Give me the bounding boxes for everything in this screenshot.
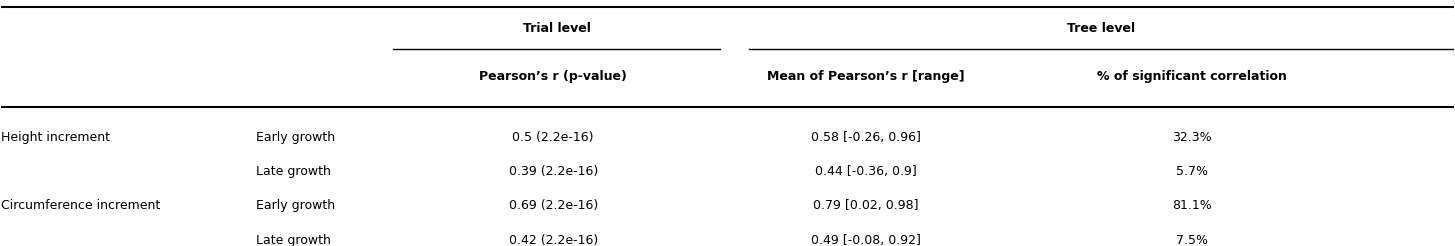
Text: Late growth: Late growth [256, 165, 330, 178]
Text: Early growth: Early growth [256, 131, 335, 144]
Text: Circumference increment: Circumference increment [1, 200, 160, 212]
Text: 81.1%: 81.1% [1173, 200, 1212, 212]
Text: 0.49 [-0.08, 0.92]: 0.49 [-0.08, 0.92] [810, 233, 921, 246]
Text: 0.42 (2.2e-16): 0.42 (2.2e-16) [509, 233, 598, 246]
Text: 0.39 (2.2e-16): 0.39 (2.2e-16) [509, 165, 598, 178]
Text: Pearson’s r (p-value): Pearson’s r (p-value) [479, 70, 627, 83]
Text: 0.79 [0.02, 0.98]: 0.79 [0.02, 0.98] [813, 200, 918, 212]
Text: Tree level: Tree level [1068, 22, 1135, 35]
Text: 7.5%: 7.5% [1176, 233, 1208, 246]
Text: Trial level: Trial level [522, 22, 591, 35]
Text: 0.58 [-0.26, 0.96]: 0.58 [-0.26, 0.96] [810, 131, 921, 144]
Text: % of significant correlation: % of significant correlation [1097, 70, 1288, 83]
Text: Height increment: Height increment [1, 131, 111, 144]
Text: Early growth: Early growth [256, 200, 335, 212]
Text: 0.69 (2.2e-16): 0.69 (2.2e-16) [509, 200, 598, 212]
Text: 32.3%: 32.3% [1173, 131, 1212, 144]
Text: 0.44 [-0.36, 0.9]: 0.44 [-0.36, 0.9] [815, 165, 917, 178]
Text: Late growth: Late growth [256, 233, 330, 246]
Text: 0.5 (2.2e-16): 0.5 (2.2e-16) [512, 131, 594, 144]
Text: Mean of Pearson’s r [range]: Mean of Pearson’s r [range] [767, 70, 965, 83]
Text: 5.7%: 5.7% [1176, 165, 1208, 178]
